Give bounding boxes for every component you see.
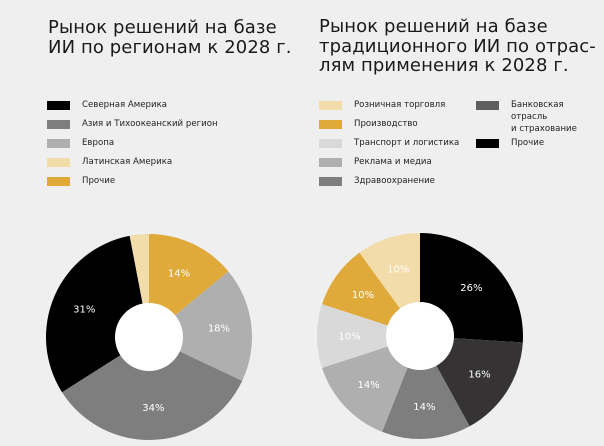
legend-item: Латинская Америка [47,156,172,168]
legend-label: Азия и Тихоокеанский регион [82,119,218,129]
legend-label: Розничная торговля [354,100,446,110]
slice-label: 10% [387,264,409,275]
pie-slice-банковская-отрасль-и-страхование [420,336,523,427]
pie-slice-реклама-и-медиа [322,336,420,432]
pie-slice-здравоохранение [382,336,470,439]
legend-swatch [319,138,342,148]
legend-swatch [476,100,499,110]
legend-item: Розничная торговля [319,99,445,111]
legend-swatch [319,176,342,186]
legend-item: Банковская отрасль и страхование [476,99,577,135]
legend-item: Транспорт и логистика [319,137,459,149]
legend-item: Производство [319,118,418,130]
slice-label: 18% [208,324,230,335]
legend-item: Северная Америка [47,99,167,111]
legend-item: Здравоохранение [319,175,435,187]
legend-item: Прочие [476,137,544,149]
legend-item: Европа [47,137,114,149]
pie-slice-транспорт-и-логистика [317,304,420,368]
slice-label: 31% [73,305,95,316]
legend-swatch [47,157,70,167]
legend-label: Здравоохранение [354,176,435,186]
legend-swatch [319,157,342,167]
legend-label: Реклама и медиа [354,157,432,167]
slice-label: 14% [413,402,435,413]
legend-label: Прочие [511,138,545,148]
title-line: Рынок решений на базе [319,16,548,37]
slice-label: 34% [142,403,164,414]
legend-label: Прочие [82,176,116,186]
legend-label: Производство [354,119,418,129]
title-line: Рынок решений на базе [48,17,277,38]
legend-label: Банковская отрасль и страхование [511,100,577,134]
legend-item: Реклама и медиа [319,156,432,168]
legend-swatch [47,119,70,129]
legend-swatch [47,100,70,110]
chart-title-regions: Рынок решений на базе ИИ по регионам к 2… [48,18,298,57]
donut-hole [115,303,183,371]
pie-slice-европа [149,271,252,381]
pie-slice-азия-и-тихоокеанский-регион [62,337,243,441]
slice-label: 16% [468,369,490,380]
legend-label: Латинская Америка [82,157,173,167]
title-line: ИИ по регионам к 2028 г. [48,36,292,58]
chart-title-industries: Рынок решений на базе традиционного ИИ п… [319,16,596,76]
legend-swatch [319,100,342,110]
legend-label: Северная Америка [82,100,168,110]
legend-label: Европа [82,138,115,148]
title-line: лям применения к 2028 г. [319,55,569,76]
slice-label: 10% [352,290,374,301]
slice-label: 14% [357,380,379,391]
legend-item: Азия и Тихоокеанский регион [47,118,218,130]
legend-label: Транспорт и логистика [354,138,460,148]
legend-swatch [319,119,342,129]
slice-label: 14% [168,269,190,280]
legend-item: Прочие [47,175,115,187]
donut-hole [386,302,454,370]
slice-label: 26% [460,283,482,294]
title-line: традиционного ИИ по отрас- [319,35,596,57]
legend-swatch [47,176,70,186]
slice-label: 10% [338,332,360,343]
legend-swatch [476,138,499,148]
legend-swatch [47,138,70,148]
